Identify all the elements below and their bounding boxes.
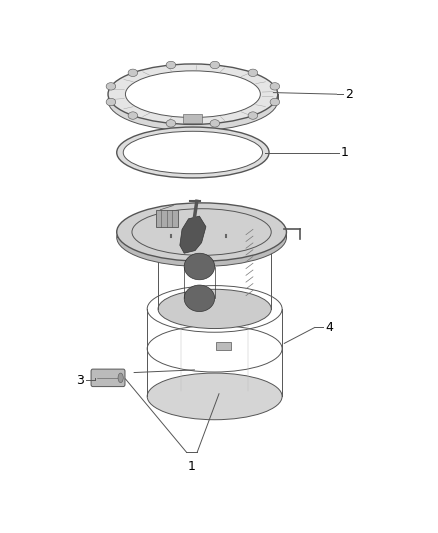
Ellipse shape — [270, 98, 279, 106]
Ellipse shape — [128, 112, 138, 119]
Polygon shape — [180, 216, 206, 253]
FancyBboxPatch shape — [215, 342, 231, 350]
FancyBboxPatch shape — [184, 114, 202, 123]
Ellipse shape — [166, 120, 176, 127]
Ellipse shape — [118, 373, 123, 383]
Ellipse shape — [117, 203, 286, 261]
Ellipse shape — [106, 83, 116, 90]
FancyBboxPatch shape — [91, 369, 125, 386]
FancyBboxPatch shape — [156, 210, 178, 227]
Ellipse shape — [210, 120, 219, 127]
Ellipse shape — [158, 223, 271, 262]
Ellipse shape — [117, 208, 286, 266]
Ellipse shape — [270, 83, 279, 90]
Ellipse shape — [166, 61, 176, 69]
Text: 2: 2 — [345, 87, 353, 101]
Text: 3: 3 — [76, 374, 84, 387]
Ellipse shape — [248, 112, 258, 119]
Ellipse shape — [125, 71, 260, 117]
Text: 4: 4 — [325, 321, 333, 334]
Ellipse shape — [210, 61, 219, 69]
Ellipse shape — [128, 69, 138, 77]
Ellipse shape — [123, 131, 262, 174]
Ellipse shape — [108, 64, 278, 124]
Ellipse shape — [248, 69, 258, 77]
Text: 1: 1 — [188, 460, 196, 473]
Ellipse shape — [106, 98, 116, 106]
Ellipse shape — [184, 285, 215, 312]
Ellipse shape — [108, 70, 278, 131]
Ellipse shape — [117, 127, 269, 178]
Text: 1: 1 — [340, 146, 348, 159]
Ellipse shape — [158, 289, 271, 328]
Ellipse shape — [147, 373, 282, 419]
Ellipse shape — [184, 253, 215, 280]
